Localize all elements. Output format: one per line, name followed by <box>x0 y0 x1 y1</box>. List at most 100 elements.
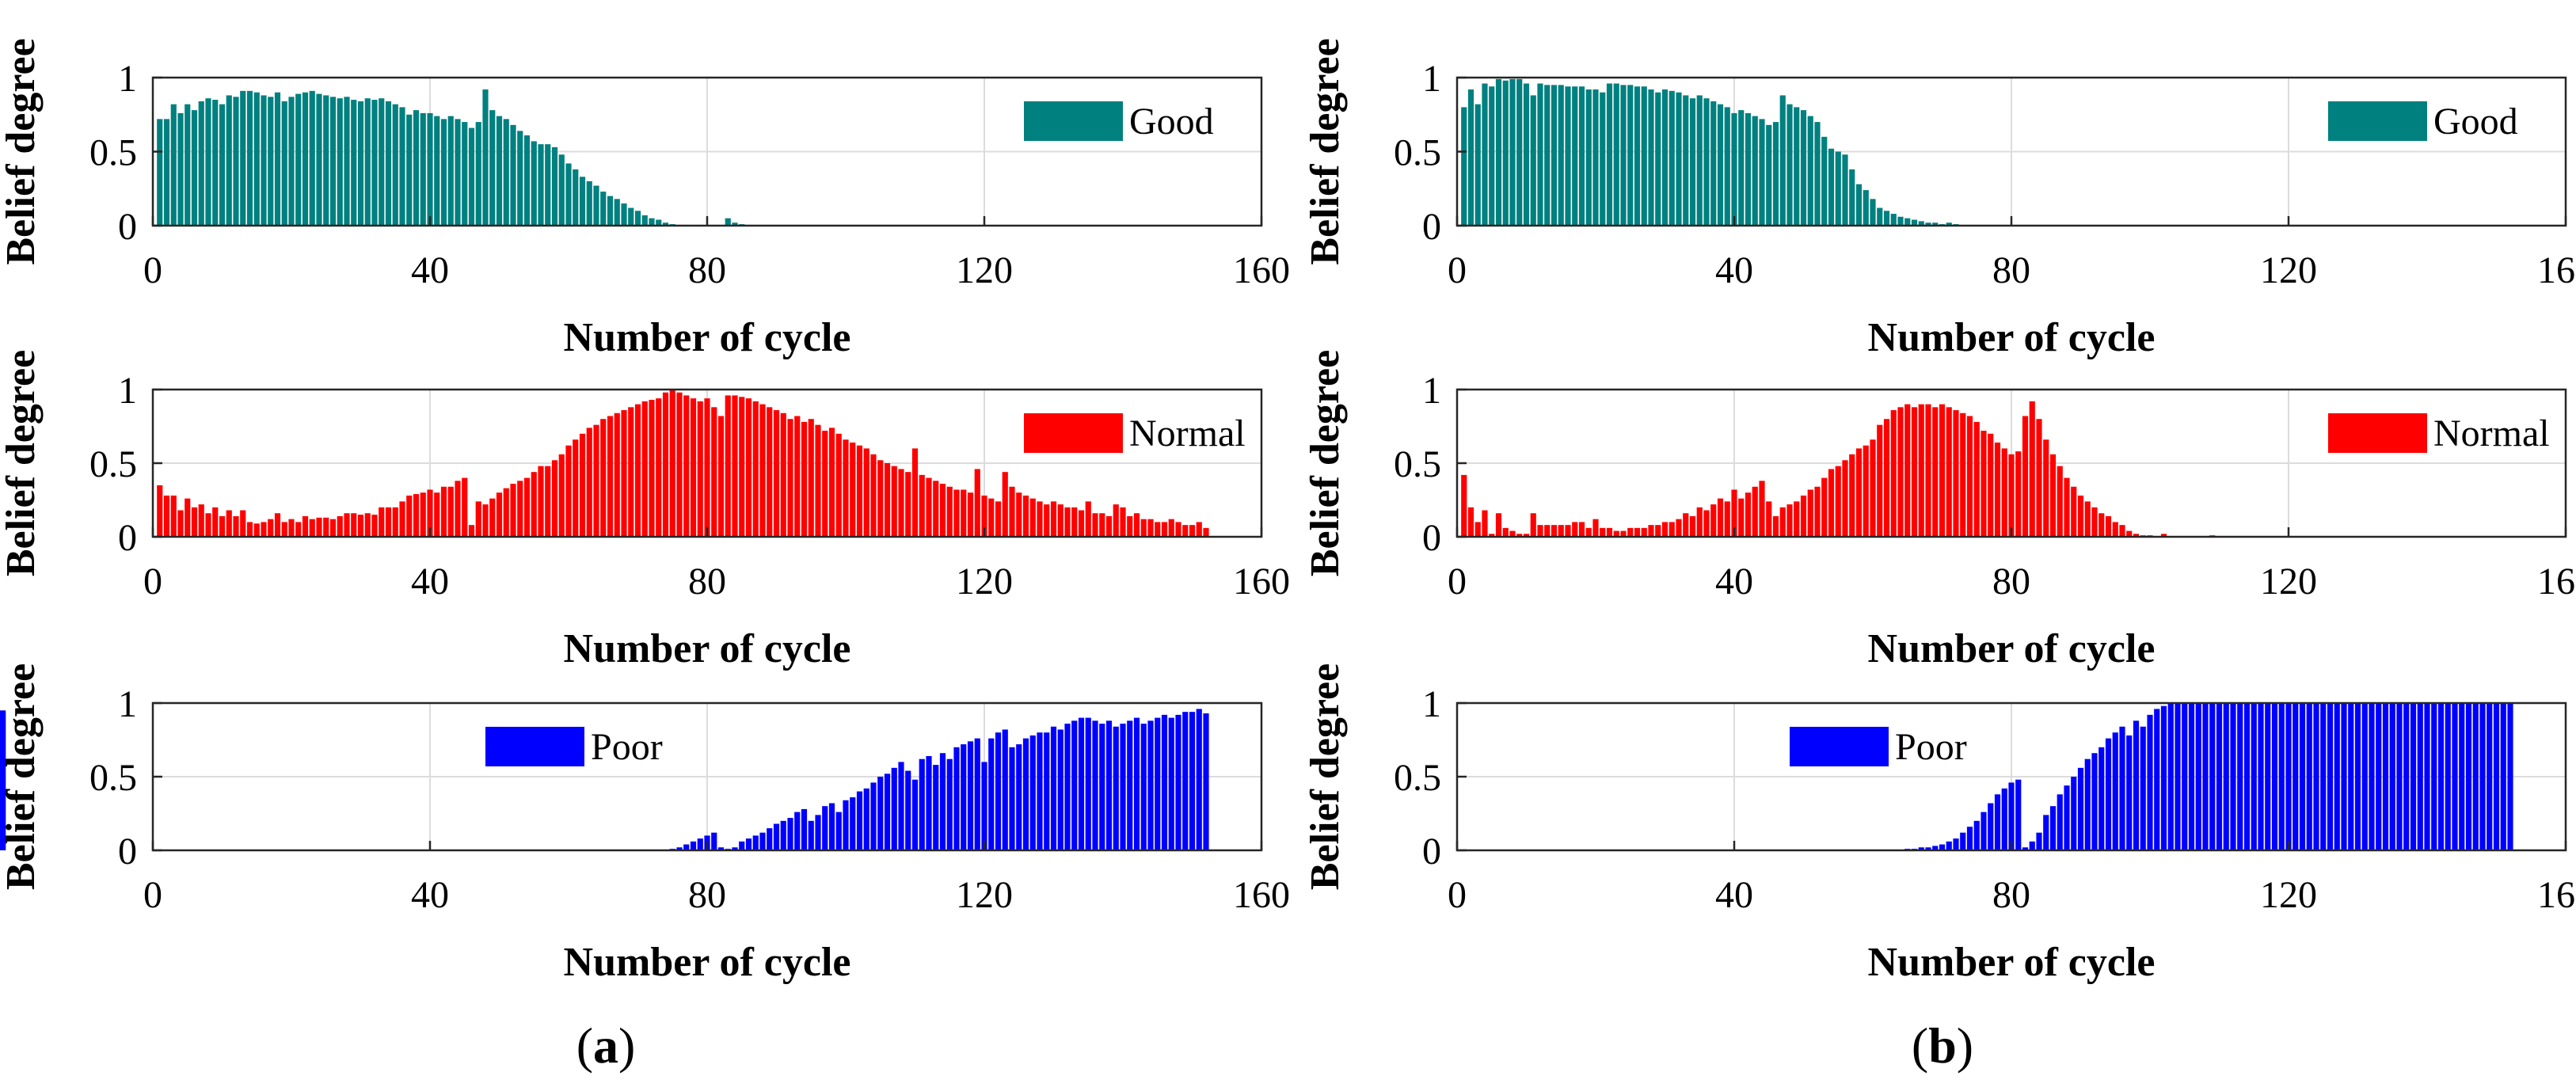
bar <box>2043 815 2049 850</box>
bar <box>1877 424 1883 537</box>
bar <box>351 513 357 537</box>
bar <box>953 489 960 537</box>
bar <box>1925 404 1931 537</box>
bar <box>357 101 364 226</box>
bar <box>1189 712 1196 850</box>
x-tick-label: 0 <box>143 874 162 916</box>
bar <box>974 738 980 850</box>
bar <box>988 738 995 850</box>
bar <box>1918 221 1924 226</box>
bar <box>1161 714 1168 850</box>
bar <box>1731 112 1737 226</box>
bar <box>240 510 246 537</box>
bar <box>2105 515 2112 537</box>
bar <box>939 484 946 537</box>
bar <box>2202 703 2209 850</box>
bar <box>517 481 523 537</box>
bar <box>988 498 995 537</box>
bar <box>2049 806 2057 850</box>
bar <box>468 127 475 226</box>
bar <box>2293 703 2299 850</box>
bar <box>1482 510 1488 537</box>
bar <box>2348 703 2354 850</box>
x-tick-label: 80 <box>1992 561 2030 603</box>
bar <box>911 448 919 537</box>
bar <box>1606 83 1613 226</box>
bar <box>226 95 232 226</box>
bar <box>323 95 329 226</box>
bar <box>1696 507 1703 537</box>
bar <box>732 222 738 226</box>
bar <box>2001 788 2007 850</box>
bar <box>1821 477 1828 537</box>
bar <box>2084 501 2091 537</box>
bar <box>1981 431 1987 537</box>
bar <box>1745 112 1752 226</box>
y-tick-label: 0 <box>118 831 137 872</box>
bar <box>288 519 295 537</box>
bar <box>157 119 163 226</box>
bar <box>634 404 641 537</box>
bar <box>551 460 558 537</box>
bar <box>385 507 392 537</box>
legend: Poor <box>1790 726 1967 768</box>
bar <box>1551 85 1558 226</box>
bar <box>2091 753 2098 850</box>
bar <box>170 104 177 226</box>
y-tick-label: 0.5 <box>1394 757 1441 799</box>
bar <box>545 144 551 226</box>
bar <box>2195 703 2201 850</box>
bar <box>697 401 703 537</box>
bar <box>253 523 260 537</box>
bar <box>1828 148 1835 226</box>
bar <box>177 510 184 537</box>
x-tick-label: 120 <box>956 874 1013 916</box>
bar <box>767 828 773 850</box>
bar <box>316 517 322 537</box>
bar <box>1161 522 1168 537</box>
bar <box>1516 534 1523 537</box>
bar <box>2403 703 2410 850</box>
bar <box>1600 527 1606 537</box>
bar <box>281 101 287 226</box>
bar <box>1585 89 1592 226</box>
bar <box>759 832 766 850</box>
bar <box>2251 703 2257 850</box>
bar <box>2098 513 2105 537</box>
bar <box>1140 519 1147 537</box>
bar <box>2112 522 2118 537</box>
bar <box>1099 724 1105 850</box>
bar <box>773 410 780 537</box>
bar <box>1911 407 1918 537</box>
bar <box>794 812 801 850</box>
bar <box>1495 78 1502 226</box>
y-tick-label: 0.5 <box>89 443 137 485</box>
x-tick-label: 0 <box>143 249 162 291</box>
bar <box>1168 717 1174 850</box>
bar <box>523 135 531 226</box>
x-axis-label: Number of cycle <box>1868 940 2156 985</box>
bar <box>815 815 821 850</box>
bar <box>1592 89 1599 226</box>
bar <box>1855 184 1863 226</box>
bar <box>1772 122 1779 226</box>
bar <box>496 116 503 226</box>
bar <box>1800 495 1807 537</box>
x-tick-label: 160 <box>2537 874 2576 916</box>
x-tick-label: 80 <box>688 561 726 603</box>
bar <box>1703 98 1710 226</box>
bar <box>0 710 6 850</box>
bar <box>1502 80 1509 226</box>
bar <box>261 522 267 537</box>
bar <box>337 98 343 226</box>
bar <box>1988 433 1994 537</box>
bar <box>1676 519 1682 537</box>
bar <box>2271 703 2278 850</box>
bar <box>759 404 766 537</box>
bar <box>1863 190 1869 226</box>
bar <box>1994 442 2001 537</box>
bar <box>1717 104 1724 226</box>
bar <box>253 92 260 226</box>
bar <box>732 395 738 537</box>
bar <box>2015 451 2022 537</box>
